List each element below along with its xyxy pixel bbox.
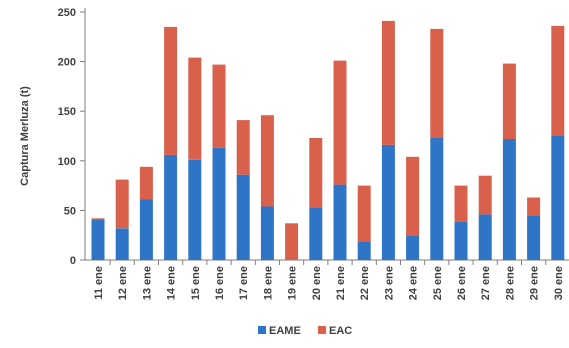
x-category-label: 23 ene xyxy=(383,266,395,300)
bar-eac-13-ene xyxy=(139,166,153,200)
legend-swatch-eame xyxy=(258,326,266,334)
bar-eame-30-ene xyxy=(551,136,565,260)
x-category-label: 18 ene xyxy=(262,266,274,300)
bar-eac-26-ene xyxy=(454,185,468,222)
x-category-label: 30 ene xyxy=(553,266,565,300)
bar-eac-15-ene xyxy=(188,57,202,160)
bar-eac-12-ene xyxy=(115,179,129,229)
bar-eame-26-ene xyxy=(454,221,468,260)
x-category-label: 19 ene xyxy=(287,266,299,300)
bar-eame-15-ene xyxy=(188,159,202,260)
bar-eac-17-ene xyxy=(236,120,250,175)
y-tick-label: 150 xyxy=(58,106,76,118)
bar-eame-14-ene xyxy=(164,154,178,260)
x-category-label: 15 ene xyxy=(190,266,202,300)
bar-eame-28-ene xyxy=(502,139,516,260)
y-tick-label: 50 xyxy=(64,205,76,217)
bar-eac-11-ene xyxy=(91,218,105,220)
x-category-label: 26 ene xyxy=(456,266,468,300)
bar-eame-18-ene xyxy=(260,206,274,260)
x-category-label: 17 ene xyxy=(238,266,250,300)
x-category-label: 29 ene xyxy=(529,266,541,300)
bar-eame-13-ene xyxy=(139,199,153,260)
bar-eac-28-ene xyxy=(502,63,516,139)
bar-eac-16-ene xyxy=(212,64,226,148)
bar-eac-24-ene xyxy=(406,156,420,236)
x-category-label: 20 ene xyxy=(311,266,323,300)
x-category-label: 21 ene xyxy=(335,266,347,300)
y-tick-label: 250 xyxy=(58,7,76,19)
legend-swatch-eac xyxy=(318,326,326,334)
x-category-label: 13 ene xyxy=(141,266,153,300)
x-category-label: 22 ene xyxy=(359,266,371,300)
bar-eac-18-ene xyxy=(260,115,274,207)
x-category-label: 27 ene xyxy=(480,266,492,300)
bar-eame-23-ene xyxy=(381,144,395,260)
bar-eame-25-ene xyxy=(430,138,444,260)
bar-eame-27-ene xyxy=(478,214,492,260)
x-category-label: 16 ene xyxy=(214,266,226,300)
bar-eame-22-ene xyxy=(357,241,371,260)
y-tick-label: 100 xyxy=(58,156,76,168)
bar-eame-17-ene xyxy=(236,174,250,260)
bar-eac-20-ene xyxy=(309,138,323,208)
bar-eame-12-ene xyxy=(115,228,129,260)
x-category-label: 25 ene xyxy=(432,266,444,300)
x-category-label: 14 ene xyxy=(166,266,178,300)
bar-eac-27-ene xyxy=(478,175,492,215)
y-tick-label: 200 xyxy=(58,57,76,69)
bar-eac-25-ene xyxy=(430,28,444,138)
y-tick-label: 0 xyxy=(70,255,76,267)
bar-eame-20-ene xyxy=(309,207,323,260)
legend-label-eame: EAME xyxy=(269,325,301,337)
bar-eac-29-ene xyxy=(527,197,541,216)
bar-eame-29-ene xyxy=(527,215,541,260)
legend-label-eac: EAC xyxy=(329,325,352,337)
x-category-label: 24 ene xyxy=(408,266,420,300)
bar-eame-21-ene xyxy=(333,184,347,260)
y-axis-title: Captura Merluza (t) xyxy=(19,86,31,186)
bar-eac-22-ene xyxy=(357,185,371,242)
bar-eac-21-ene xyxy=(333,60,347,185)
x-category-label: 28 ene xyxy=(504,266,516,300)
bar-eac-23-ene xyxy=(381,20,395,145)
bar-eame-11-ene xyxy=(91,219,105,260)
x-category-label: 12 ene xyxy=(117,266,129,300)
bar-eac-30-ene xyxy=(551,25,565,136)
bar-eac-19-ene xyxy=(285,223,299,260)
bar-eac-14-ene xyxy=(164,26,178,155)
bar-eame-16-ene xyxy=(212,147,226,260)
bar-eame-24-ene xyxy=(406,235,420,260)
x-category-label: 11 ene xyxy=(93,266,105,300)
